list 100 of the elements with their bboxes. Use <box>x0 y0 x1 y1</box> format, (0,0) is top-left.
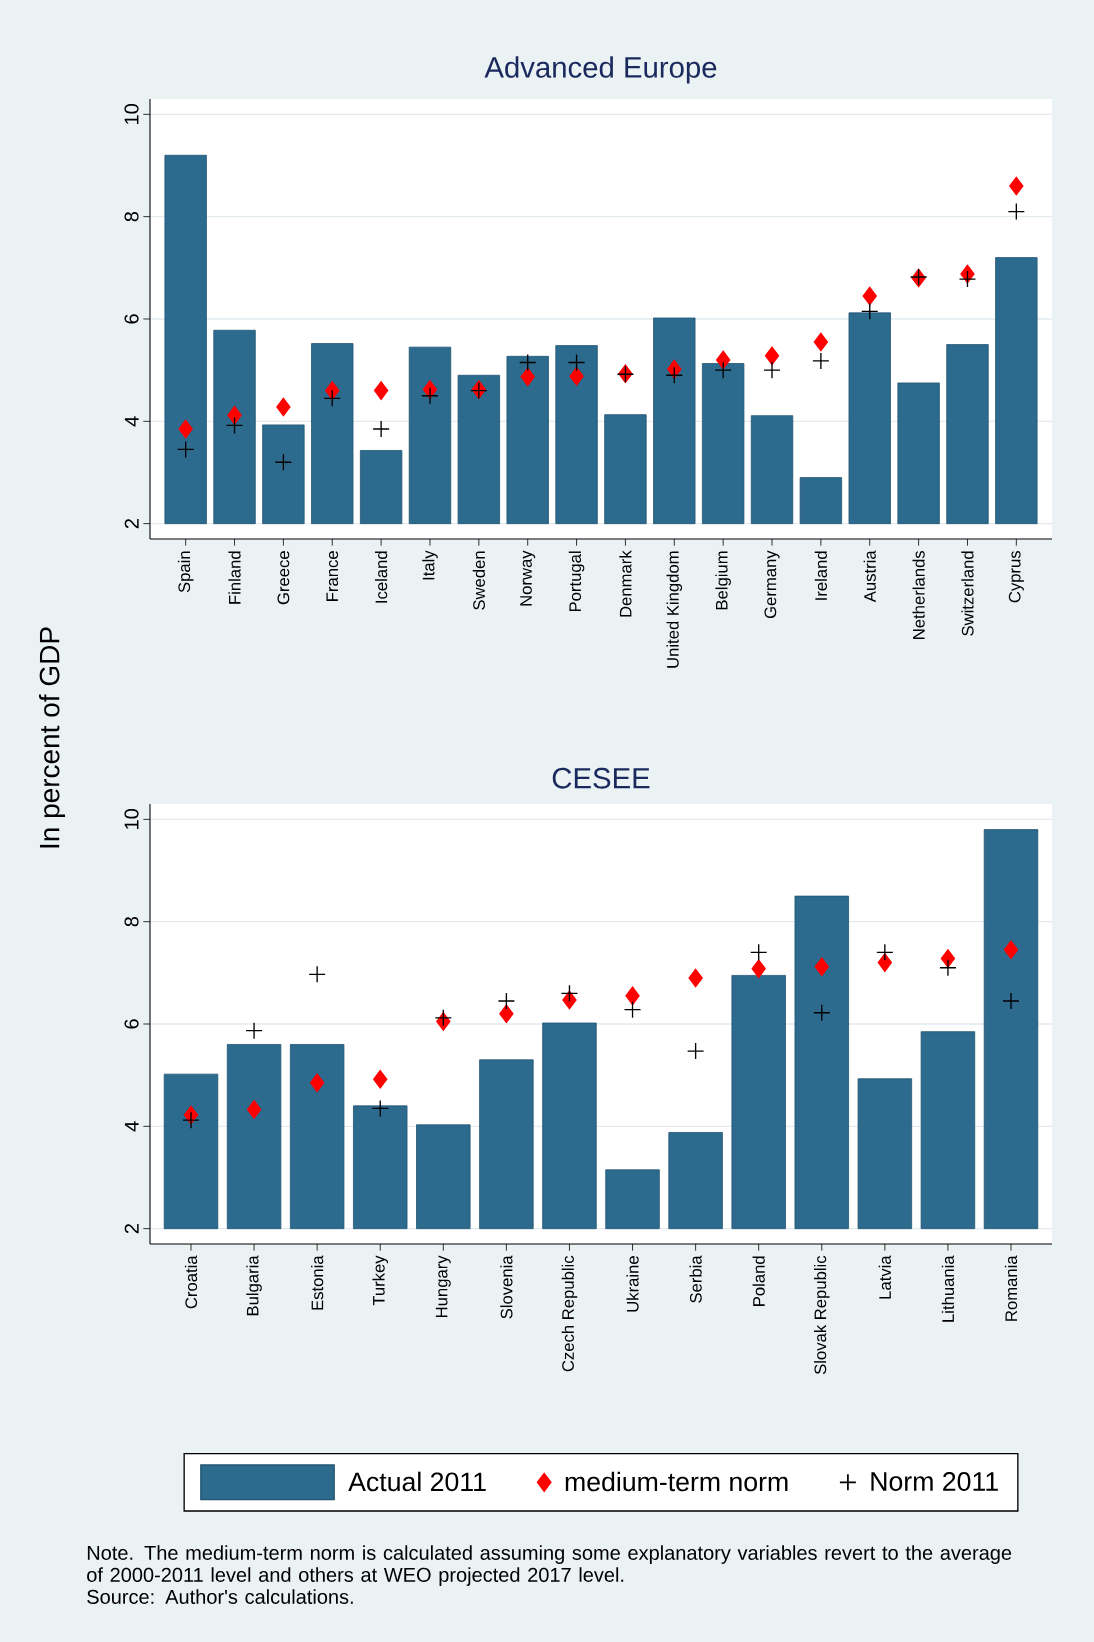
x-tick-label: Ireland <box>814 551 828 600</box>
chart-title: Advanced Europe <box>484 56 717 84</box>
bar <box>983 829 1039 1230</box>
x-tick-label: Czech Republic <box>561 1255 578 1372</box>
point <box>813 1004 831 1022</box>
point <box>569 366 584 386</box>
y-tick-label: 6 <box>124 314 139 324</box>
bar <box>213 329 256 525</box>
chart-title: CESEE <box>552 767 650 789</box>
point <box>225 416 244 435</box>
x-tick-label: Sweden <box>472 551 485 610</box>
point <box>276 397 291 417</box>
point <box>178 419 193 439</box>
point <box>688 968 703 988</box>
x-tick-label: Spain <box>177 551 194 593</box>
point <box>274 453 293 471</box>
x-tick-label: Cyprus <box>1008 550 1024 603</box>
bar <box>163 1073 219 1230</box>
legend-label: Norm 2011 <box>871 1472 998 1491</box>
point <box>1007 202 1025 221</box>
bar <box>555 345 598 525</box>
y-tick-label: 4 <box>124 1121 139 1132</box>
point <box>520 367 535 387</box>
point <box>308 965 326 984</box>
y-tick-label: 6 <box>124 1019 139 1029</box>
bar <box>164 154 207 525</box>
x-tick-label: Germany <box>764 550 780 619</box>
bar <box>542 1022 597 1230</box>
bar <box>668 1132 723 1230</box>
point <box>372 420 390 438</box>
bar <box>920 1031 976 1230</box>
point <box>751 959 766 979</box>
point <box>325 381 340 400</box>
x-tick-label: Slovak Republic <box>814 1255 830 1375</box>
x-tick-label: Iceland <box>374 551 388 603</box>
point <box>665 366 683 384</box>
y-tick-label: 10 <box>124 809 139 829</box>
point <box>764 346 780 366</box>
y-axis-title: In percent of GDP <box>38 627 66 848</box>
bar <box>946 344 989 525</box>
bar <box>226 1044 282 1230</box>
point <box>861 302 879 320</box>
bar <box>995 257 1038 525</box>
bar <box>359 450 403 525</box>
bar <box>799 477 843 525</box>
bar <box>353 1105 408 1230</box>
point <box>434 1009 452 1027</box>
bar <box>897 382 940 525</box>
point <box>560 984 579 1002</box>
bar <box>506 355 549 525</box>
bar <box>262 424 305 525</box>
point <box>182 1111 200 1129</box>
bar <box>408 346 452 525</box>
x-tick-label: Poland <box>752 1256 765 1306</box>
legend-label: medium-term norm <box>565 1471 788 1492</box>
point <box>373 1069 388 1089</box>
point <box>177 440 195 459</box>
y-tick-label: 2 <box>124 1224 139 1234</box>
bar <box>479 1059 534 1230</box>
y-tick-label: 8 <box>124 916 139 927</box>
x-tick-label: Portugal <box>568 551 585 612</box>
point <box>519 353 537 372</box>
bar <box>653 317 696 525</box>
point <box>625 986 640 1006</box>
x-tick-label: Netherlands <box>912 550 925 639</box>
point <box>246 1100 262 1119</box>
point <box>245 1021 263 1040</box>
bar <box>731 975 786 1230</box>
bar <box>311 343 354 525</box>
point <box>497 992 516 1010</box>
point <box>227 405 242 425</box>
y-tick-label: 4 <box>124 416 139 427</box>
x-tick-label: Lithuania <box>941 1255 955 1322</box>
point <box>1003 940 1019 960</box>
bar <box>701 363 745 525</box>
x-tick-label: Belgium <box>715 551 731 610</box>
legend-label: Actual 2011 <box>348 1471 486 1492</box>
point <box>862 286 877 306</box>
point <box>750 943 768 962</box>
source-note: Source: Author's calculations. <box>87 1589 353 1604</box>
x-tick-label: Estonia <box>311 1255 324 1310</box>
y-tick-label: 8 <box>124 211 139 222</box>
point <box>877 953 893 972</box>
bar <box>750 415 794 525</box>
bar <box>604 414 647 525</box>
point <box>309 1073 325 1093</box>
point <box>763 361 781 379</box>
x-tick-label: Slovenia <box>500 1255 513 1319</box>
point <box>373 381 389 400</box>
x-tick-label: Bulgaria <box>246 1255 262 1316</box>
point <box>421 387 439 405</box>
point <box>813 332 829 352</box>
x-tick-label: Serbia <box>689 1255 702 1303</box>
point <box>876 943 894 962</box>
point <box>567 353 586 372</box>
x-tick-label: Austria <box>863 550 876 603</box>
x-tick-label: Romania <box>1004 1255 1018 1321</box>
x-tick-label: Turkey <box>372 1255 388 1306</box>
bar <box>605 1169 660 1230</box>
x-tick-label: Greece <box>277 551 290 605</box>
